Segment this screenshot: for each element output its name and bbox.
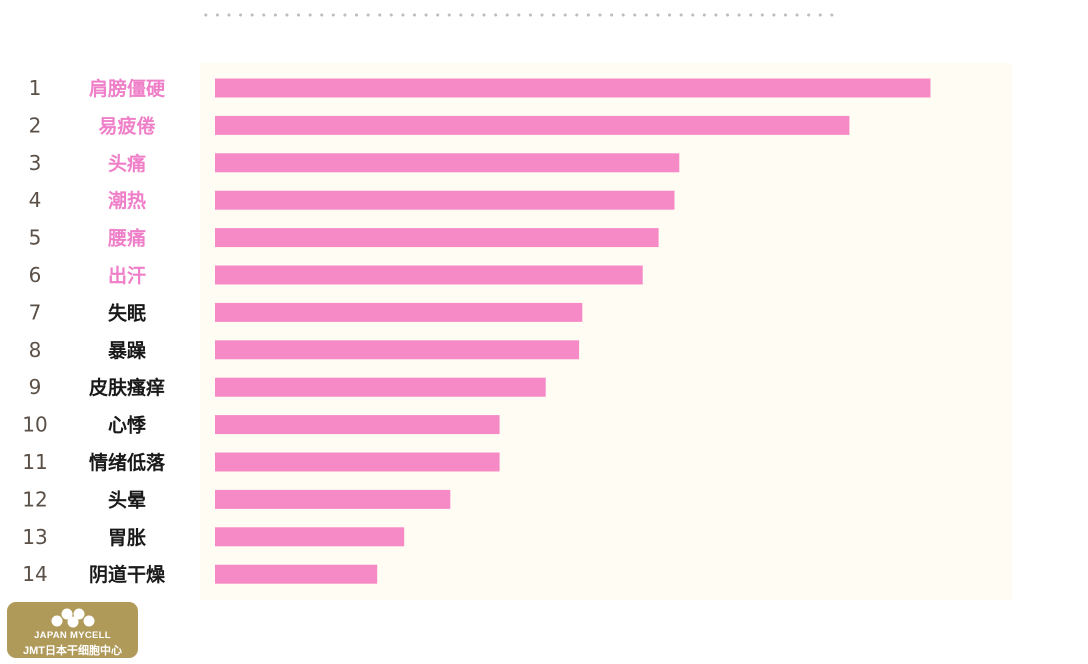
bar-4 xyxy=(215,190,675,210)
bar-8 xyxy=(215,340,580,360)
rank-label: 8 xyxy=(29,338,42,362)
bar-9 xyxy=(215,377,546,397)
dotted-divider xyxy=(200,12,840,18)
category-label: 肩膀僵硬 xyxy=(89,77,166,100)
bar-14 xyxy=(215,564,378,584)
logo-line2: JMT日本干细胞中心 xyxy=(23,645,122,657)
bar-10 xyxy=(215,415,500,435)
category-label: 失眠 xyxy=(108,301,146,324)
rank-label: 11 xyxy=(22,450,47,474)
rank-label: 7 xyxy=(29,300,42,324)
rank-label: 13 xyxy=(22,525,47,549)
plot-background xyxy=(200,63,1012,600)
bar-11 xyxy=(215,452,500,472)
rank-label: 14 xyxy=(22,562,47,586)
category-label: 情绪低落 xyxy=(89,451,166,474)
rank-label: 5 xyxy=(29,226,42,250)
bar-1 xyxy=(215,78,931,98)
rank-label: 2 xyxy=(29,113,42,137)
bar-6 xyxy=(215,265,643,285)
category-label: 腰痛 xyxy=(107,227,146,250)
rank-label: 1 xyxy=(29,76,42,100)
category-label: 心悸 xyxy=(108,415,147,437)
category-label: 出汗 xyxy=(108,264,146,287)
category-label: 潮热 xyxy=(108,189,146,212)
rank-label: 3 xyxy=(29,151,42,175)
category-label: 胃胀 xyxy=(108,527,146,549)
rank-label: 6 xyxy=(29,263,42,287)
category-label: 阴道干燥 xyxy=(89,563,166,586)
bar-2 xyxy=(215,115,850,135)
category-label: 暴躁 xyxy=(108,340,146,362)
rank-label: 10 xyxy=(22,413,47,437)
logo-line1: JAPAN MYCELL xyxy=(34,630,111,641)
rank-label: 9 xyxy=(29,375,42,399)
category-label: 易疲倦 xyxy=(98,114,155,137)
cell-cluster-icon xyxy=(51,608,95,628)
category-label: 头晕 xyxy=(108,489,146,511)
category-label: 皮肤瘙痒 xyxy=(89,376,165,399)
rank-label: 4 xyxy=(29,188,42,212)
bar-13 xyxy=(215,527,405,547)
bar-5 xyxy=(215,228,659,248)
bar-12 xyxy=(215,489,451,509)
category-label: 头痛 xyxy=(108,152,146,175)
japan-mycell-logo: JAPAN MYCELL JMT日本干细胞中心 xyxy=(7,602,138,658)
bar-7 xyxy=(215,302,583,322)
rank-label: 12 xyxy=(22,487,47,511)
bar-3 xyxy=(215,153,680,173)
